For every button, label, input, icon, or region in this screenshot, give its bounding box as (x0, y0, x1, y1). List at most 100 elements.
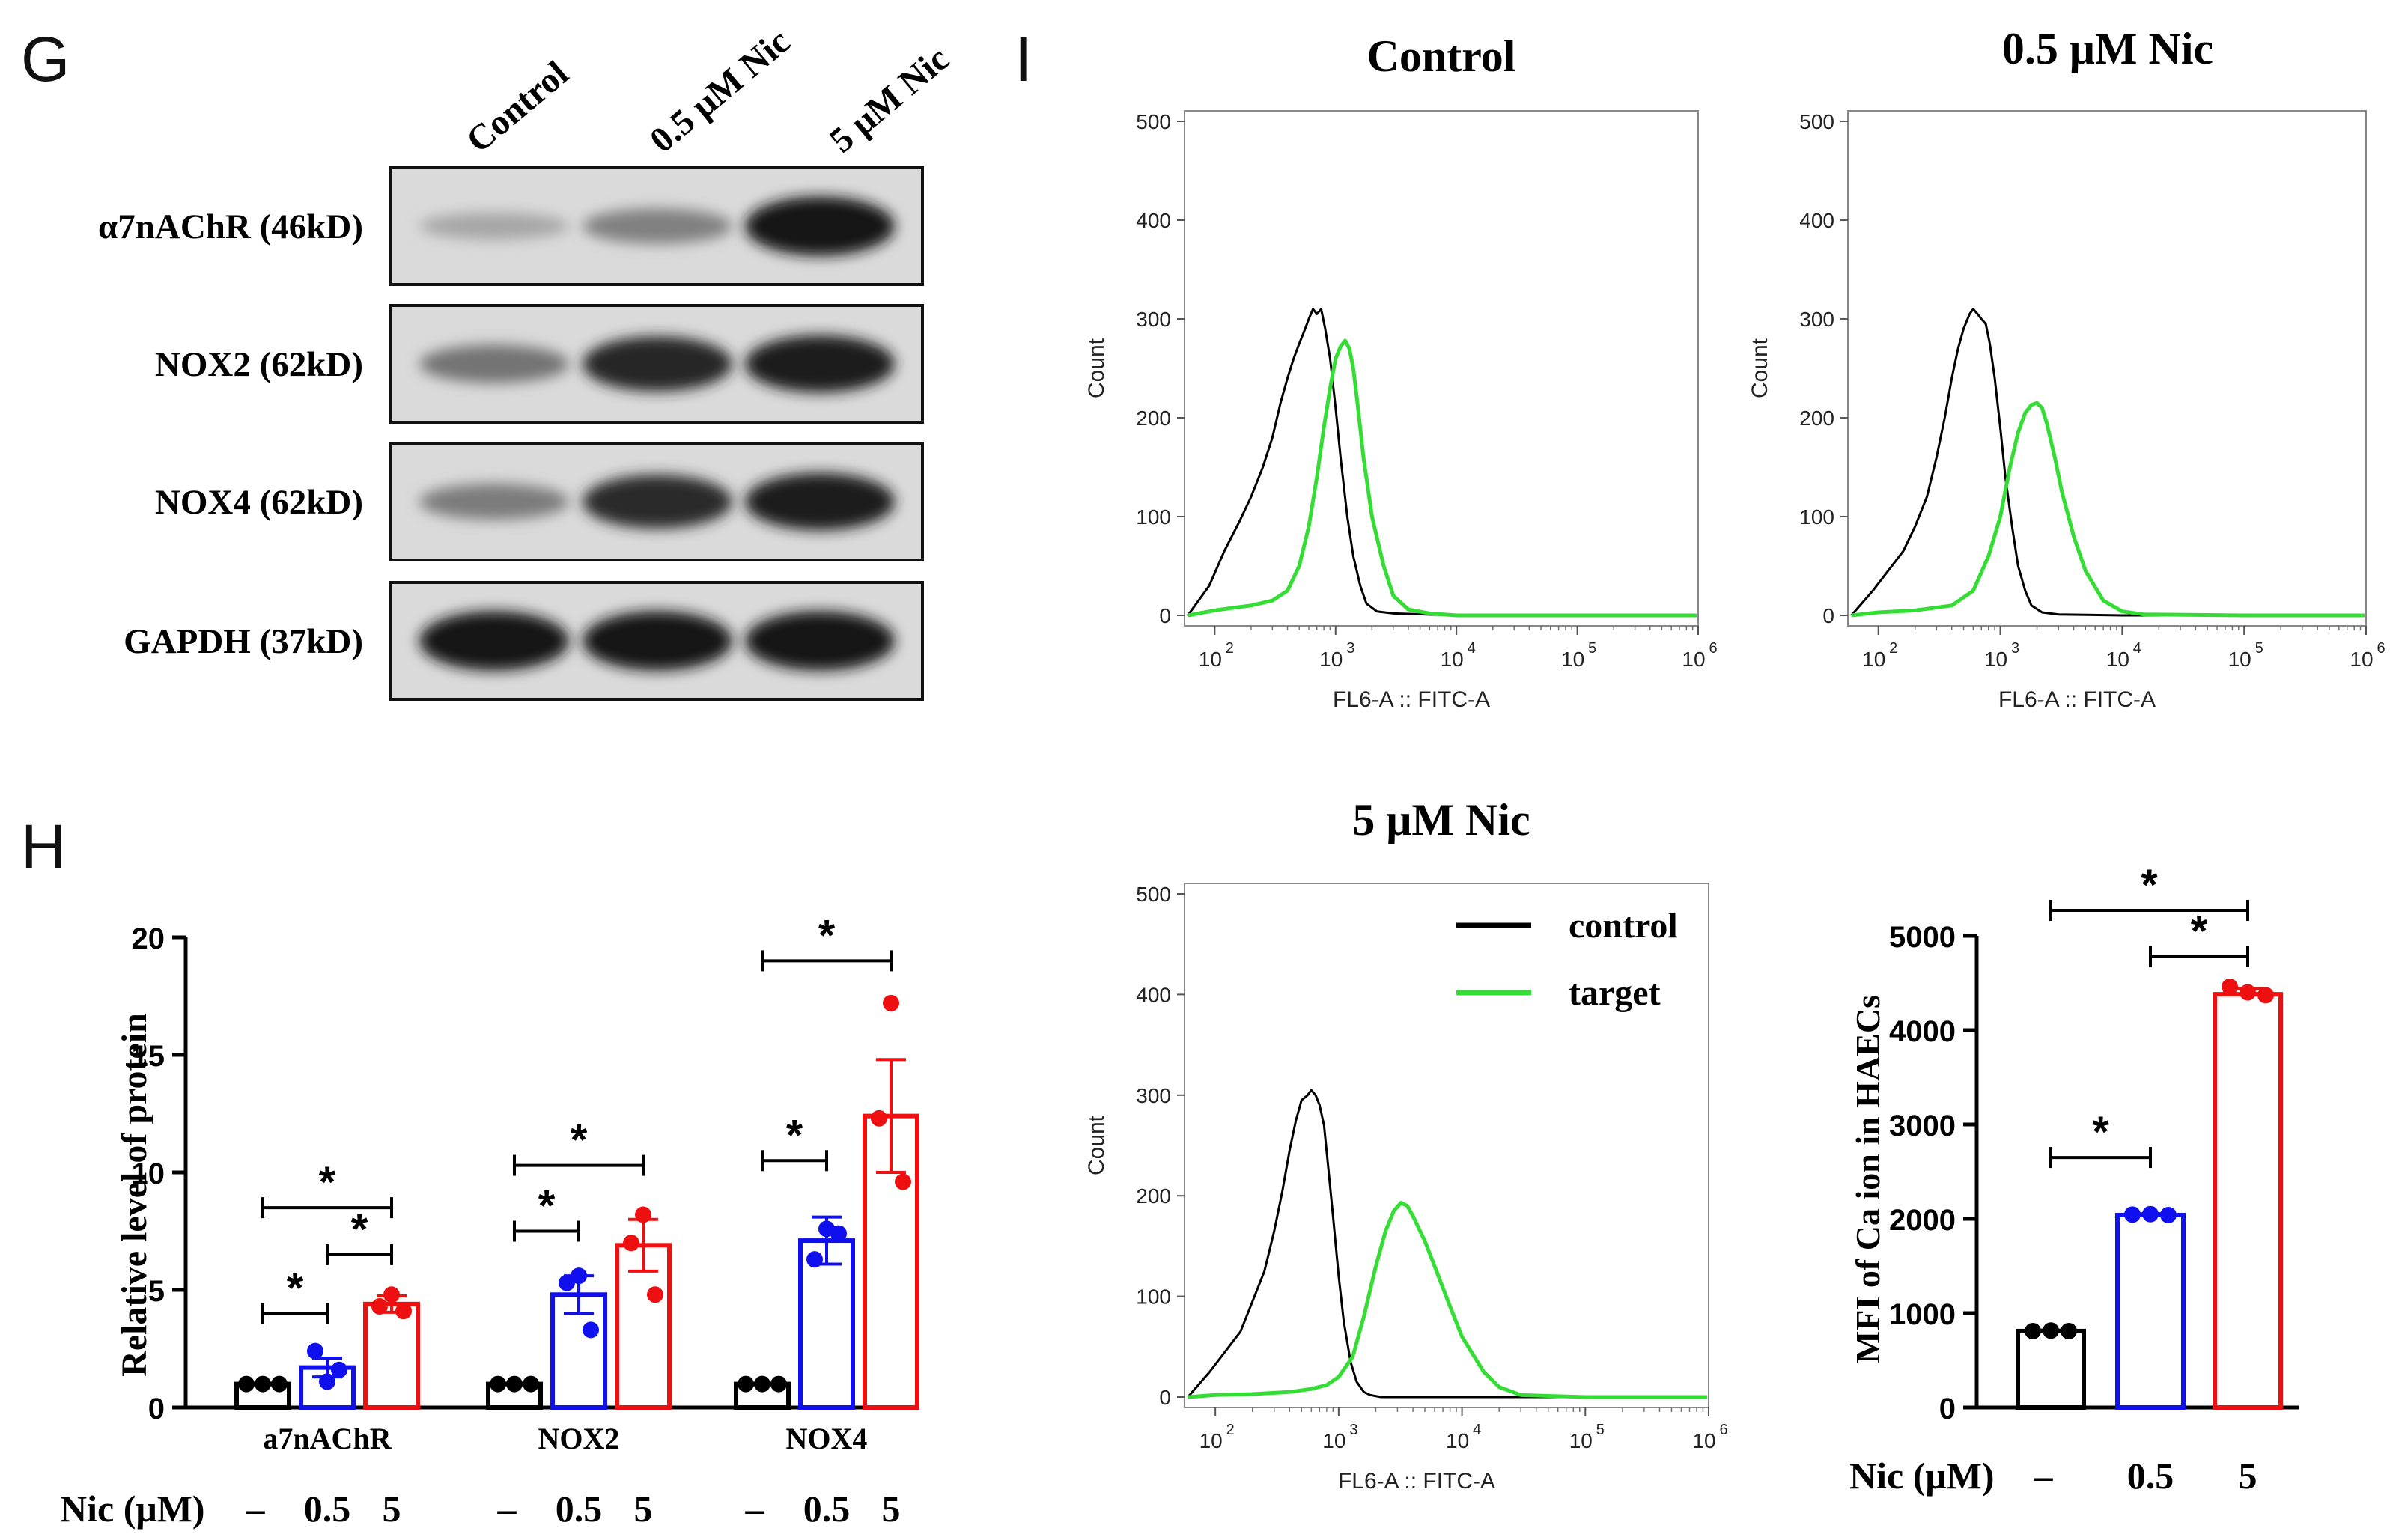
flow-title: Control (1367, 31, 1516, 81)
x-tick-exponent: 4 (2133, 640, 2141, 657)
sig-star: * (2141, 861, 2158, 910)
y-tick-label: 300 (1136, 1084, 1171, 1107)
x-tick-exponent: 6 (1719, 1422, 1727, 1438)
y-tick-label: 200 (1136, 1184, 1171, 1208)
data-point (2160, 1206, 2177, 1223)
data-point (2043, 1322, 2059, 1339)
x-tick-label: 10 (1322, 1429, 1345, 1452)
x-tick-exponent: 6 (1709, 640, 1717, 657)
data-point (883, 994, 899, 1011)
x-tick-label: 10 (1862, 648, 1885, 671)
x-axis-label: FL6-A :: FITC-A (1998, 687, 2156, 712)
bar (2115, 1212, 2186, 1410)
y-tick-label: 300 (1799, 308, 1834, 331)
x-tick-label: 10 (1682, 648, 1705, 671)
y-tick-label: 0 (1159, 604, 1171, 627)
histogram-target (1188, 338, 1697, 618)
data-point (319, 1373, 335, 1390)
blot-band (419, 344, 569, 383)
blot-band (745, 472, 895, 531)
blot-label: NOX4 (62kD) (155, 483, 363, 522)
y-tick-label: 5000 (1889, 921, 1956, 954)
data-point (623, 1235, 639, 1252)
nic-level-label: 5 (634, 1488, 653, 1530)
data-point (571, 1267, 587, 1285)
y-tick-label: 15 (132, 1040, 165, 1073)
y-tick-label: 400 (1136, 209, 1171, 232)
y-tick-label: 0 (148, 1393, 165, 1425)
data-point (871, 1110, 887, 1127)
blot-band (419, 212, 569, 240)
x-tick-label: 10 (1569, 1429, 1593, 1452)
data-point (307, 1342, 323, 1360)
data-point (331, 1361, 347, 1378)
x-tick-label: 10 (1199, 648, 1222, 671)
nic-row-label: Nic (μM) (1849, 1455, 1995, 1497)
y-tick-label: 100 (1799, 505, 1834, 529)
flow-title: 5 μM Nic (1352, 795, 1530, 844)
legend-label: control (1569, 906, 1678, 946)
data-point (895, 1173, 911, 1190)
data-point (523, 1375, 539, 1393)
blot-band (583, 611, 732, 671)
lane-label: 5 μM Nic (822, 39, 956, 161)
x-tick-label: 10 (2228, 648, 2251, 671)
data-point (506, 1375, 523, 1393)
y-axis-label: Count (1084, 338, 1109, 398)
y-tick-label: 300 (1136, 308, 1171, 331)
blot-label: α7nAChR (46kD) (98, 207, 363, 246)
data-point (2025, 1322, 2041, 1339)
x-category-label: a7nAChR (263, 1422, 392, 1455)
y-tick-label: 0 (1159, 1386, 1171, 1409)
y-tick-label: 0 (1939, 1393, 1956, 1425)
panel-letter-g: G (21, 24, 70, 94)
x-tick-label: 10 (1692, 1429, 1715, 1452)
sig-star: * (287, 1264, 304, 1312)
data-point (2061, 1322, 2077, 1339)
y-tick-label: 0 (1822, 604, 1834, 627)
bar (2213, 992, 2283, 1410)
x-tick-exponent: 4 (1473, 1422, 1481, 1438)
x-tick-exponent: 5 (1596, 1422, 1605, 1438)
mfi-bar-chart: 0 1000 2000 3000 4000 5000 MFI of Ca ion in HA… (1849, 861, 2299, 1497)
nic-level-label: 5 (882, 1488, 901, 1530)
x-tick-label: 10 (1446, 1429, 1469, 1452)
data-point (490, 1375, 506, 1393)
bar (363, 1301, 420, 1410)
x-tick-label: 10 (2350, 648, 2373, 671)
histogram-control (1187, 308, 1697, 617)
sig-star: * (818, 911, 836, 960)
y-tick-label: 5 (148, 1275, 165, 1308)
data-point (635, 1206, 651, 1223)
sig-star: * (351, 1205, 368, 1254)
x-tick-label: 10 (1441, 648, 1464, 671)
nic-level-label: – (2034, 1455, 2054, 1497)
blot-band (745, 611, 895, 671)
y-tick-label: 1000 (1889, 1298, 1956, 1331)
sig-star: * (571, 1116, 588, 1165)
y-tick-label: 4000 (1889, 1015, 1956, 1048)
x-tick-exponent: 3 (1346, 640, 1354, 657)
x-tick-label: 10 (1561, 648, 1584, 671)
lane-label: 0.5 μM Nic (642, 22, 797, 161)
data-point (383, 1286, 400, 1303)
data-point (238, 1375, 255, 1393)
data-point (271, 1375, 288, 1393)
sig-star: * (2092, 1108, 2109, 1157)
x-tick-label: 10 (1199, 1429, 1223, 1452)
y-tick-label: 500 (1799, 110, 1834, 133)
nic-level-label: 0.5 (556, 1488, 603, 1530)
y-tick-label: 100 (1136, 1285, 1171, 1309)
y-tick-label: 400 (1136, 983, 1171, 1006)
y-tick-label: 200 (1799, 407, 1834, 430)
lane-label: Control (459, 54, 576, 161)
data-point (559, 1274, 575, 1291)
data-point (754, 1375, 770, 1393)
plot-frame (1847, 110, 2367, 627)
panel-letter-i: I (1015, 24, 1032, 94)
bar (2016, 1328, 2086, 1410)
